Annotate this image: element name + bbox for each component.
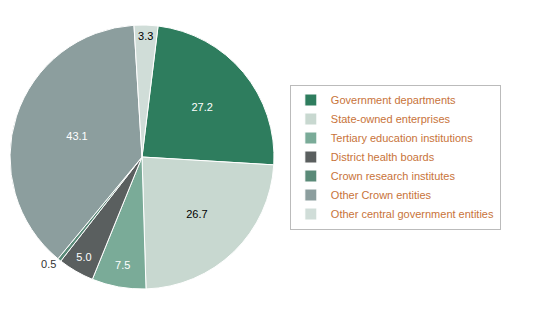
svg-text:7.5: 7.5 — [115, 259, 130, 271]
svg-text:43.1: 43.1 — [66, 130, 87, 142]
svg-text:27.2: 27.2 — [191, 101, 212, 113]
svg-text:26.7: 26.7 — [186, 208, 207, 220]
svg-text:5.0: 5.0 — [76, 251, 91, 263]
svg-text:Tertiary education institution: Tertiary education institutions — [331, 132, 473, 144]
svg-text:Other Crown entities: Other Crown entities — [331, 189, 432, 201]
svg-text:Other central government entit: Other central government entities — [331, 208, 494, 220]
svg-text:3.3: 3.3 — [138, 30, 153, 42]
svg-text:Crown research institutes: Crown research institutes — [331, 170, 456, 182]
svg-text:0.5: 0.5 — [41, 258, 56, 270]
svg-text:District health boards: District health boards — [331, 151, 435, 163]
svg-text:Government departments: Government departments — [331, 94, 456, 106]
svg-text:State-owned enterprises: State-owned enterprises — [331, 113, 451, 125]
